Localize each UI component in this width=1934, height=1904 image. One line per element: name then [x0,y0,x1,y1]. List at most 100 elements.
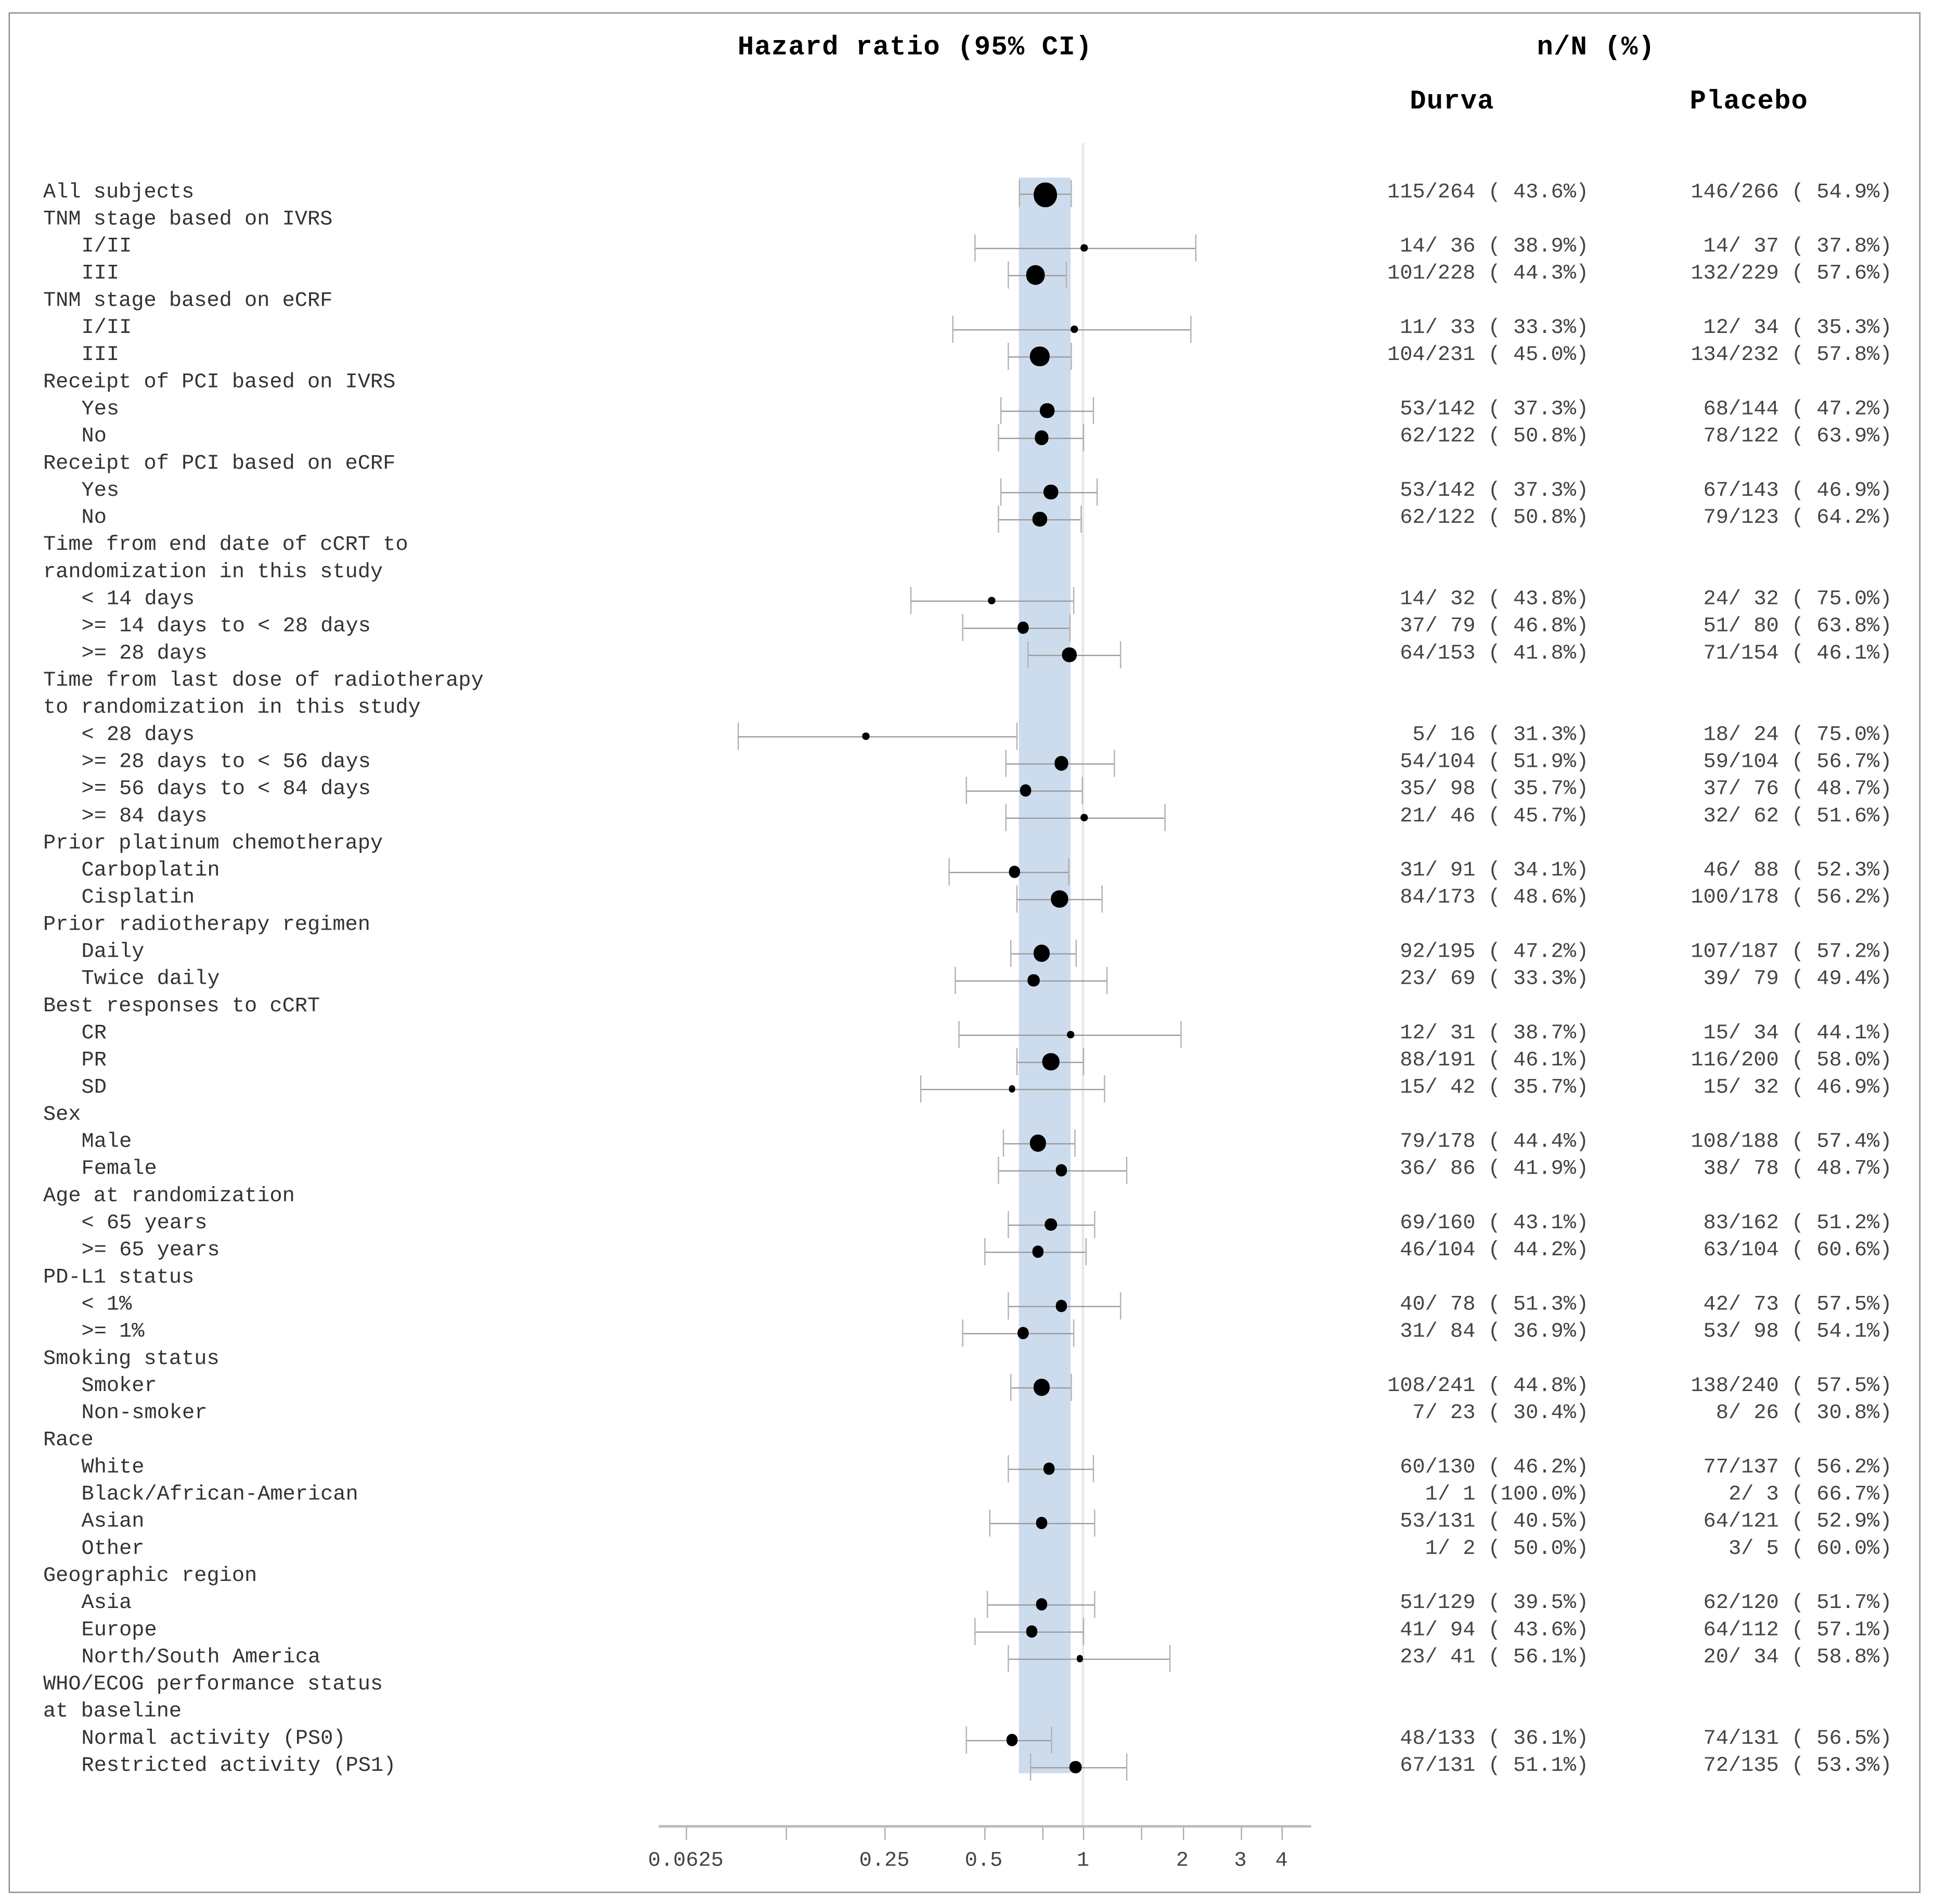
ci-cap-high [1071,180,1073,208]
x-axis-tick [1082,1828,1085,1840]
ci-cap-high [1071,1373,1073,1401]
ci-cap-high [1180,1021,1181,1048]
hr-marker [1071,326,1078,333]
durva-n-over-n: 53/142 ( 37.3%) [1400,398,1589,422]
ci-cap-high [1051,1726,1052,1754]
ci-cap-high [1072,587,1074,614]
placebo-n-over-n: 134/232 ( 57.8%) [1691,344,1892,368]
x-axis-tick [785,1828,787,1840]
placebo-n-over-n: 108/188 ( 57.4%) [1691,1130,1892,1154]
durva-n-over-n: 31/ 84 ( 36.9%) [1400,1320,1589,1344]
hr-marker [1076,1655,1084,1663]
subgroup-header-label: Geographic region [43,1565,257,1589]
ci-cap-high [1164,804,1165,831]
ci-cap-low [1027,641,1029,668]
subgroup-label: Asia [81,1592,132,1616]
ci-cap-low [1000,397,1001,424]
subgroup-label: North/South America [81,1646,321,1670]
x-axis-tick-label: 0.5 [964,1849,1003,1873]
subgroup-label: PR [81,1049,107,1073]
durva-n-over-n: 62/122 ( 50.8%) [1400,507,1589,531]
durva-n-over-n: 54/104 ( 51.9%) [1400,751,1589,775]
ci-cap-high [1097,478,1098,506]
ci-cap-low [1000,478,1001,506]
subgroup-label: Smoker [81,1375,157,1399]
durva-n-over-n: 69/160 ( 43.1%) [1400,1212,1589,1236]
ci-cap-low [951,315,953,343]
subgroup-label: Yes [81,480,120,504]
subgroup-label: >= 14 days to < 28 days [81,615,371,639]
hr-marker [1036,1598,1048,1611]
durva-n-over-n: 53/131 ( 40.5%) [1400,1510,1589,1534]
placebo-n-over-n: 107/187 ( 57.2%) [1691,941,1892,964]
hr-marker [1030,347,1049,366]
durva-n-over-n: 36/ 86 ( 41.9%) [1400,1157,1589,1181]
ci-line [1007,1658,1170,1660]
ci-cap-low [959,1021,960,1048]
reference-line-hr-1 [1081,143,1085,1828]
durva-n-over-n: 101/228 ( 44.3%) [1387,262,1589,286]
x-axis-tick-label: 0.25 [859,1849,910,1873]
ci-cap-high [1169,1645,1171,1673]
durva-n-over-n: 12/ 31 ( 38.7%) [1400,1022,1589,1046]
durva-n-over-n: 40/ 78 ( 51.3%) [1400,1293,1589,1317]
plot-frame [8,12,1920,1893]
x-axis [659,1825,1311,1828]
subgroup-header-label: Best responses to cCRT [43,995,320,1019]
placebo-n-over-n: 3/ 5 ( 60.0%) [1728,1538,1892,1562]
ci-cap-low [1007,1292,1009,1320]
ci-cap-low [1007,1455,1009,1483]
hr-marker [1017,622,1029,634]
placebo-n-over-n: 32/ 62 ( 51.6%) [1703,805,1892,829]
subgroup-header-label: Time from last dose of radiotherapy to r… [43,670,484,721]
overall-label: All subjects [43,181,195,205]
subgroup-label: Female [81,1157,157,1181]
durva-n-over-n: 1/ 2 ( 50.0%) [1425,1538,1589,1562]
placebo-n-over-n: 59/104 ( 56.7%) [1703,751,1892,775]
durva-n-over-n: 15/ 42 ( 35.7%) [1400,1076,1589,1100]
hr-marker [1034,182,1058,208]
nn-percent-header: n/N (%) [1537,32,1655,63]
hr-marker [1055,1300,1067,1312]
ci-cap-high [1072,1319,1074,1347]
ci-cap-high [1086,1238,1087,1266]
ci-cap-high [1082,424,1085,452]
subgroup-header-label: Sex [43,1103,81,1127]
durva-n-over-n: 88/191 ( 46.1%) [1400,1049,1589,1073]
ci-cap-low [1004,804,1007,831]
hr-marker [1067,1031,1075,1038]
placebo-n-over-n: 68/144 ( 47.2%) [1703,398,1892,422]
durva-n-over-n: 11/ 33 ( 33.3%) [1400,317,1589,341]
durva-n-over-n: 115/264 ( 43.6%) [1387,181,1589,205]
durva-n-over-n: 1/ 1 (100.0%) [1425,1483,1589,1507]
ci-cap-high [1190,315,1192,343]
hazard-ratio-header: Hazard ratio (95% CI) [737,32,1093,63]
subgroup-label: >= 65 years [81,1239,220,1263]
hr-marker [1033,945,1050,962]
hr-marker [1036,1517,1048,1529]
placebo-n-over-n: 8/ 26 ( 30.8%) [1716,1402,1892,1426]
durva-n-over-n: 5/ 16 ( 31.3%) [1412,724,1589,748]
hr-marker [1032,1245,1044,1258]
ci-line [738,736,1017,738]
placebo-n-over-n: 37/ 76 ( 48.7%) [1703,778,1892,802]
ci-cap-high [1067,858,1069,886]
ci-cap-high [1082,1048,1085,1076]
ci-cap-low [965,777,967,804]
hr-marker [1008,866,1021,878]
durva-n-over-n: 79/178 ( 44.4%) [1400,1130,1589,1154]
ci-cap-high [1071,342,1073,370]
placebo-n-over-n: 64/121 ( 52.9%) [1703,1510,1892,1534]
placebo-n-over-n: 53/ 98 ( 54.1%) [1703,1320,1892,1344]
durva-n-over-n: 67/131 ( 51.1%) [1400,1755,1589,1779]
hr-marker [862,732,870,740]
x-axis-tick [1141,1828,1142,1840]
subgroup-label: I/II [81,317,132,341]
durva-column-header: Durva [1410,86,1494,118]
subgroup-label: Yes [81,398,120,422]
hr-marker [988,597,996,604]
hr-marker [1026,1625,1038,1638]
durva-n-over-n: 92/195 ( 47.2%) [1400,941,1589,964]
subgroup-label: Daily [81,941,145,964]
subgroup-label: SD [81,1076,107,1100]
